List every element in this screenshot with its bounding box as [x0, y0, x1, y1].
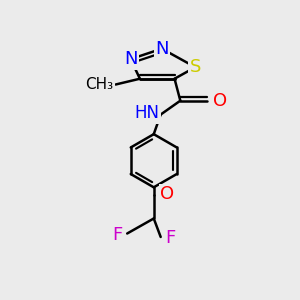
Text: N: N [155, 40, 169, 58]
Text: O: O [160, 185, 174, 203]
Text: O: O [213, 92, 227, 110]
Text: CH₃: CH₃ [85, 77, 113, 92]
Text: N: N [124, 50, 137, 68]
Text: HN: HN [134, 104, 160, 122]
Text: F: F [112, 226, 123, 244]
Text: F: F [165, 229, 176, 247]
Text: S: S [190, 58, 201, 76]
